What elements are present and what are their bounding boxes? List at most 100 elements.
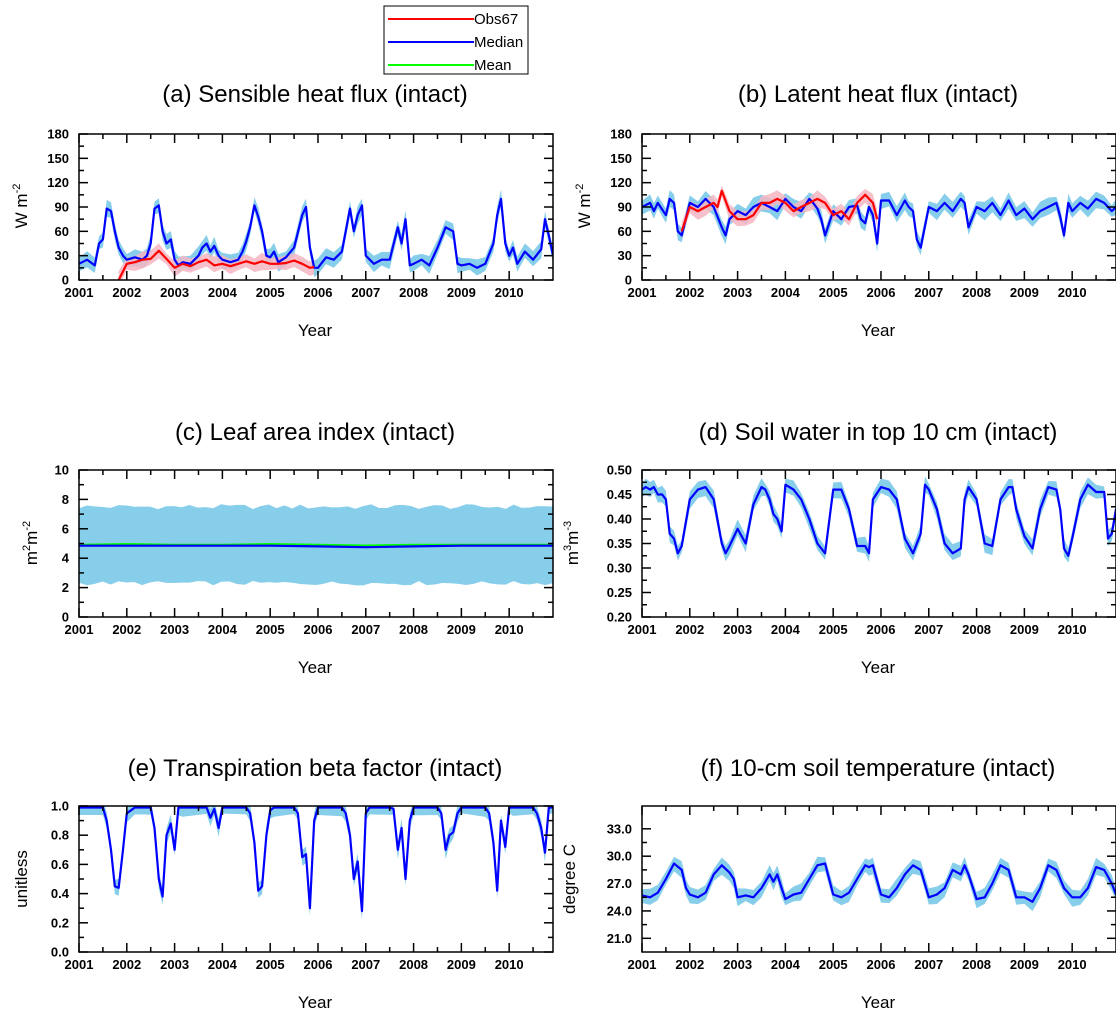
x-tick-label: 2002 — [112, 285, 141, 300]
y-tick-label: 60 — [55, 224, 69, 239]
x-tick-label: 2006 — [304, 285, 333, 300]
plot-frame — [78, 805, 554, 953]
y-tick-label: 150 — [47, 151, 69, 166]
plot-layer — [79, 504, 553, 586]
plot-layer — [642, 856, 1116, 912]
x-tick-label: 2007 — [351, 957, 380, 972]
x-tick-label: 2010 — [495, 285, 524, 300]
panel-title: (d) Soil water in top 10 cm (intact) — [699, 419, 1058, 446]
panel-title: (e) Transpiration beta factor (intact) — [128, 755, 503, 782]
obs-range-band — [118, 243, 315, 280]
legend: Obs67 Median Mean — [383, 5, 529, 75]
panel-sensible-heat: (a) Sensible heat flux (intact) Year W m… — [11, 81, 554, 340]
y-tick-label: 6 — [62, 521, 69, 536]
series-line-median — [79, 197, 553, 269]
x-tick-label: 2007 — [914, 622, 943, 637]
plot-layer — [642, 476, 1116, 563]
y-tick-label: 60 — [618, 224, 632, 239]
panel-soil-temperature: (f) 10-cm soil temperature (intact) Year… — [560, 755, 1116, 1012]
x-tick-label: 2007 — [914, 285, 943, 300]
series-line-median — [79, 544, 553, 549]
x-tick-label: 2007 — [351, 285, 380, 300]
x-tick-label: 2009 — [1010, 622, 1039, 637]
plot-layer — [79, 806, 553, 921]
x-tick-label: 2010 — [495, 957, 524, 972]
x-tick-label: 2010 — [1058, 622, 1087, 637]
x-tick-label: 2001 — [65, 622, 94, 637]
y-axis-label-text: W m — [575, 193, 594, 228]
x-tick-label: 2009 — [447, 285, 476, 300]
x-tick-label: 2003 — [160, 957, 189, 972]
x-tick-label: 2005 — [819, 285, 848, 300]
x-tick-label: 2008 — [962, 622, 991, 637]
y-axis-label-sup2: -2 — [21, 521, 33, 531]
x-tick-label: 2004 — [208, 285, 238, 300]
x-tick-label: 2002 — [675, 957, 704, 972]
x-tick-label: 2003 — [723, 622, 752, 637]
x-tick-label: 2009 — [1010, 285, 1039, 300]
x-axis-label: Year — [861, 321, 896, 340]
y-tick-label: 120 — [610, 175, 632, 190]
y-tick-label: 90 — [55, 200, 69, 215]
y-tick-label: 0 — [62, 610, 69, 625]
y-tick-label: 21.0 — [607, 931, 632, 946]
x-axis-label: Year — [861, 993, 896, 1012]
panel-leaf-area-index: (c) Leaf area index (intact) Year m2m-2 … — [21, 419, 554, 677]
series-line-obs67 — [680, 189, 879, 232]
series-line-obs67 — [117, 249, 315, 280]
panel-transpiration-beta: (e) Transpiration beta factor (intact) Y… — [12, 755, 554, 1012]
legend-entry-median: Median — [388, 34, 523, 51]
y-tick-label: 30 — [618, 248, 632, 263]
x-tick-label: 2007 — [914, 957, 943, 972]
plot-area: 2001 2002 2003 2004 2005 2006 2007 2008 2009 2010… — [607, 805, 1116, 972]
y-tick-label: 180 — [610, 127, 632, 142]
y-tick-label: 27.0 — [607, 876, 632, 891]
y-axis-label: W m-2 — [574, 184, 594, 229]
y-tick-label: 8 — [62, 492, 69, 507]
y-axis-label: m2m-2 — [21, 521, 41, 565]
x-tick-label: 2005 — [256, 957, 285, 972]
x-tick-label: 2008 — [399, 957, 428, 972]
legend-entry-mean: Mean — [388, 57, 512, 74]
y-axis-label-sup: -2 — [574, 184, 586, 194]
y-axis-label: W m-2 — [11, 184, 31, 229]
x-tick-label: 2008 — [399, 285, 428, 300]
panel-title: (f) 10-cm soil temperature (intact) — [701, 755, 1056, 782]
x-tick-label: 2002 — [675, 285, 704, 300]
x-tick-label: 2005 — [819, 957, 848, 972]
x-tick-label: 2001 — [65, 957, 94, 972]
plot-area: 2001 2002 2003 2004 2005 2006 2007 2008 2009 2010… — [55, 463, 554, 637]
y-tick-label: 0.30 — [607, 561, 632, 576]
y-axis-label-sup2: -3 — [562, 521, 574, 531]
x-tick-label: 2004 — [771, 285, 801, 300]
y-axis-label: degree C — [560, 844, 579, 914]
y-tick-label: 120 — [47, 175, 69, 190]
x-tick-label: 2006 — [867, 285, 896, 300]
ensemble-range-band — [642, 476, 1116, 563]
y-tick-label: 0.20 — [607, 610, 632, 625]
legend-label-median: Median — [474, 34, 523, 51]
panel-soil-water: (d) Soil water in top 10 cm (intact) Yea… — [562, 419, 1116, 677]
x-tick-label: 2010 — [495, 622, 524, 637]
y-tick-label: 30 — [55, 248, 69, 263]
plot-area: 2001 2002 2003 2004 2005 2006 2007 2008 2009 2010… — [47, 127, 554, 300]
plot-area: 2001 2002 2003 2004 2005 2006 2007 2008 2009 2010… — [607, 463, 1116, 637]
y-axis-label-sup: 2 — [21, 545, 33, 551]
x-tick-label: 2001 — [628, 622, 657, 637]
panel-latent-heat: (b) Latent heat flux (intact) Year W m-2… — [574, 81, 1116, 340]
series-line-median — [642, 483, 1116, 557]
x-tick-label: 2008 — [962, 957, 991, 972]
y-tick-label: 0.8 — [51, 828, 69, 843]
y-tick-label: 0.45 — [607, 487, 632, 502]
y-tick-label: 1.0 — [51, 799, 69, 814]
y-tick-label: 0.0 — [51, 945, 69, 960]
x-tick-label: 2001 — [628, 285, 657, 300]
x-tick-label: 2002 — [675, 622, 704, 637]
y-tick-label: 2 — [62, 580, 69, 595]
y-axis-label: unitless — [12, 850, 31, 908]
x-tick-label: 2009 — [447, 622, 476, 637]
x-tick-label: 2006 — [867, 957, 896, 972]
series-line-median — [79, 806, 553, 913]
y-tick-label: 90 — [618, 200, 632, 215]
x-tick-label: 2010 — [1058, 957, 1087, 972]
